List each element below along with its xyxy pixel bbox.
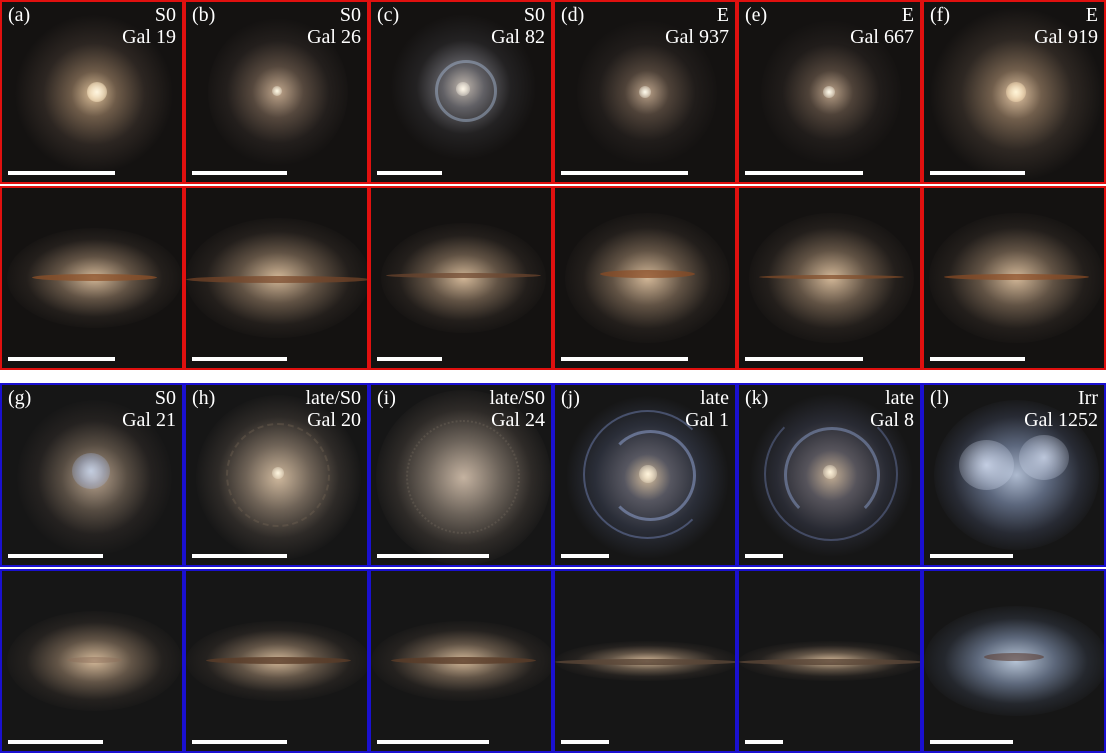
galaxy-label: S0 Gal 19 xyxy=(122,4,176,48)
morphology-type: E xyxy=(716,4,729,26)
galaxy-name: Gal 1 xyxy=(685,409,729,431)
face-on-panel: (h) late/S0 Gal 20 xyxy=(184,383,369,567)
morphology-type: E xyxy=(1085,4,1098,26)
scale-bar xyxy=(930,171,1025,175)
galaxy-name: Gal 20 xyxy=(307,409,361,431)
scale-bar xyxy=(377,554,489,558)
panel-letter: (c) xyxy=(377,4,400,26)
galaxy-label: late Gal 8 xyxy=(870,387,914,431)
morphology-type: E xyxy=(901,4,914,26)
galaxy-name: Gal 21 xyxy=(122,409,176,431)
scale-bar xyxy=(930,554,1013,558)
edge-on-panel xyxy=(184,569,369,753)
morphology-type: Irr xyxy=(1078,387,1098,409)
face-on-panel: (l) Irr Gal 1252 xyxy=(922,383,1106,567)
face-on-panel: (e) E Gal 667 xyxy=(737,0,922,184)
edge-on-panel xyxy=(369,186,553,370)
face-on-panel: (b) S0 Gal 26 xyxy=(184,0,369,184)
scale-bar xyxy=(745,357,863,361)
bottom-group: (g) S0 Gal 21 (h) late/S0 Gal 20 (i) late/S0 Gal… xyxy=(0,383,1106,753)
galaxy-name: Gal 19 xyxy=(122,26,176,48)
face-on-panel: (i) late/S0 Gal 24 xyxy=(369,383,553,567)
galaxy-name: Gal 26 xyxy=(307,26,361,48)
top-group: (a) S0 Gal 19 (b) S0 Gal 26 (c) S0 Gal 82 (d) E Gal… xyxy=(0,0,1106,370)
scale-bar xyxy=(8,554,103,558)
scale-bar xyxy=(192,554,287,558)
panel-letter: (b) xyxy=(192,4,216,26)
panel-letter: (l) xyxy=(930,387,949,409)
morphology-type: S0 xyxy=(523,4,545,26)
scale-bar xyxy=(377,357,442,361)
face-on-panel: (d) E Gal 937 xyxy=(553,0,737,184)
panel-letter: (g) xyxy=(8,387,32,409)
face-on-panel: (a) S0 Gal 19 xyxy=(0,0,184,184)
scale-bar xyxy=(561,357,688,361)
morphology-type: late xyxy=(885,387,914,409)
edge-on-panel xyxy=(922,569,1106,753)
galaxy-label: late/S0 Gal 24 xyxy=(489,387,545,431)
galaxy-name: Gal 1252 xyxy=(1024,409,1098,431)
galaxy-label: E Gal 667 xyxy=(850,4,914,48)
face-on-panel: (f) E Gal 919 xyxy=(922,0,1106,184)
scale-bar xyxy=(930,357,1025,361)
scale-bar xyxy=(192,740,287,744)
galaxy-label: late/S0 Gal 20 xyxy=(305,387,361,431)
morphology-type: late/S0 xyxy=(305,387,361,409)
edge-on-panel xyxy=(553,186,737,370)
galaxy-label: S0 Gal 21 xyxy=(122,387,176,431)
morphology-type: S0 xyxy=(154,387,176,409)
galaxy-label: late Gal 1 xyxy=(685,387,729,431)
edge-on-panel xyxy=(184,186,369,370)
scale-bar xyxy=(8,357,115,361)
scale-bar xyxy=(561,740,609,744)
scale-bar xyxy=(377,171,442,175)
galaxy-name: Gal 8 xyxy=(870,409,914,431)
galaxy-name: Gal 24 xyxy=(491,409,545,431)
edge-on-panel xyxy=(369,569,553,753)
scale-bar xyxy=(8,171,115,175)
scale-bar xyxy=(192,171,287,175)
galaxy-name: Gal 937 xyxy=(665,26,729,48)
scale-bar xyxy=(561,554,609,558)
panel-letter: (f) xyxy=(930,4,950,26)
morphology-type: late/S0 xyxy=(489,387,545,409)
scale-bar xyxy=(8,740,103,744)
scale-bar xyxy=(745,554,783,558)
face-on-panel: (k) late Gal 8 xyxy=(737,383,922,567)
edge-on-panel xyxy=(922,186,1106,370)
scale-bar xyxy=(561,171,688,175)
scale-bar xyxy=(377,740,489,744)
galaxy-name: Gal 919 xyxy=(1034,26,1098,48)
edge-on-panel xyxy=(553,569,737,753)
galaxy-label: S0 Gal 82 xyxy=(491,4,545,48)
morphology-type: late xyxy=(700,387,729,409)
scale-bar xyxy=(192,357,287,361)
panel-letter: (d) xyxy=(561,4,585,26)
scale-bar xyxy=(745,740,783,744)
scale-bar xyxy=(745,171,863,175)
edge-on-panel xyxy=(737,186,922,370)
face-on-panel: (j) late Gal 1 xyxy=(553,383,737,567)
galaxy-name: Gal 82 xyxy=(491,26,545,48)
panel-letter: (j) xyxy=(561,387,580,409)
face-on-panel: (g) S0 Gal 21 xyxy=(0,383,184,567)
edge-on-panel xyxy=(737,569,922,753)
galaxy-label: E Gal 937 xyxy=(665,4,729,48)
galaxy-label: E Gal 919 xyxy=(1034,4,1098,48)
face-on-panel: (c) S0 Gal 82 xyxy=(369,0,553,184)
edge-on-panel xyxy=(0,186,184,370)
morphology-type: S0 xyxy=(339,4,361,26)
galaxy-label: S0 Gal 26 xyxy=(307,4,361,48)
panel-letter: (i) xyxy=(377,387,396,409)
panel-letter: (h) xyxy=(192,387,216,409)
panel-letter: (k) xyxy=(745,387,769,409)
panel-letter: (a) xyxy=(8,4,31,26)
galaxy-label: Irr Gal 1252 xyxy=(1024,387,1098,431)
morphology-type: S0 xyxy=(154,4,176,26)
panel-letter: (e) xyxy=(745,4,768,26)
galaxy-name: Gal 667 xyxy=(850,26,914,48)
scale-bar xyxy=(930,740,1013,744)
edge-on-panel xyxy=(0,569,184,753)
